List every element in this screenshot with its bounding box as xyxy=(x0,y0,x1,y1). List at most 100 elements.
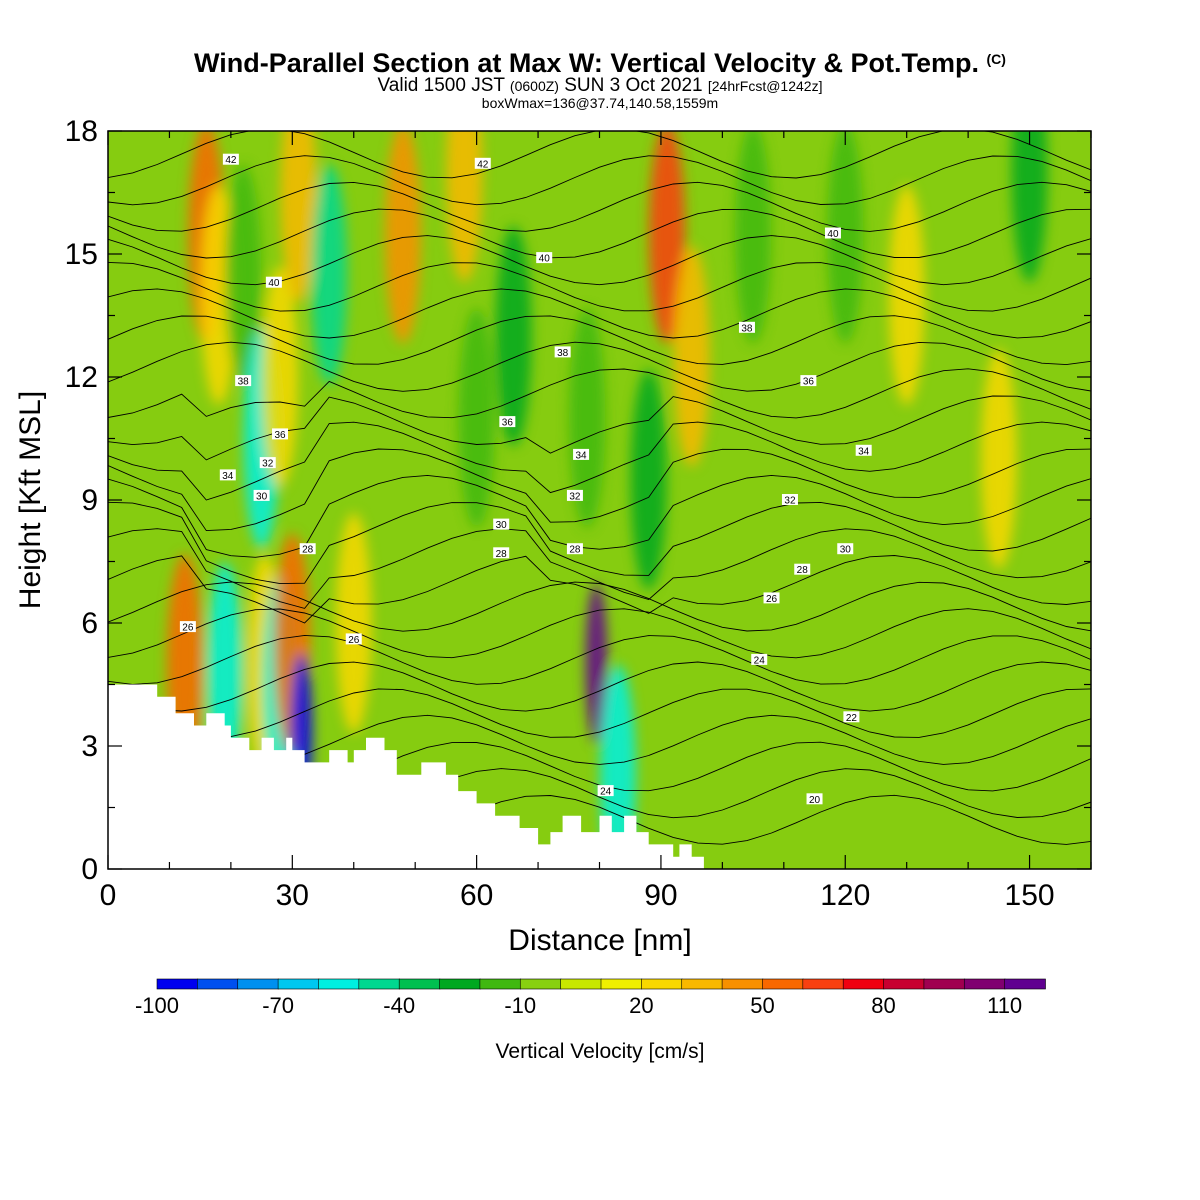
theta-contour xyxy=(108,208,1091,259)
theta-contour xyxy=(108,395,1091,461)
velocity-cell xyxy=(225,164,262,385)
velocity-cell xyxy=(980,349,1017,569)
colorbar-label: Vertical Velocity [cm/s] xyxy=(496,1040,705,1063)
colorbar-swatch xyxy=(600,978,643,990)
velocity-cell xyxy=(630,369,667,590)
velocity-cell xyxy=(458,308,495,528)
svg-text:28: 28 xyxy=(797,565,809,576)
colorbar-swatch xyxy=(479,978,522,990)
theta-label: 36 xyxy=(800,375,817,388)
velocity-cell xyxy=(280,131,317,303)
colorbar-tick-label: 110 xyxy=(987,993,1022,1018)
velocity-cell xyxy=(888,185,925,405)
theta-contour xyxy=(108,181,1091,232)
valid-time-utc: (0600Z) xyxy=(509,78,559,94)
theta-contour xyxy=(108,448,1091,532)
theta-label: 26 xyxy=(179,621,196,634)
y-tick-label: 0 xyxy=(81,853,98,886)
colorbar-swatch xyxy=(358,978,400,990)
theta-label: 34 xyxy=(573,448,590,461)
title-block: Wind-Parallel Section at Max W: Vertical… xyxy=(0,44,1200,110)
colorbar-tick-label: -100 xyxy=(135,993,179,1018)
colorbar-swatch xyxy=(197,978,239,990)
theta-label: 32 xyxy=(259,457,276,470)
svg-text:20: 20 xyxy=(809,795,821,806)
velocity-cell xyxy=(262,267,299,487)
theta-contour xyxy=(108,501,1091,585)
colorbar-swatch xyxy=(519,978,562,990)
theta-label: 38 xyxy=(738,321,755,334)
theta-label: 28 xyxy=(299,543,316,556)
colorbar-swatch xyxy=(156,978,199,990)
colorbar-swatch xyxy=(641,978,683,990)
copyright-mark: (C) xyxy=(986,51,1006,67)
theta-contour xyxy=(108,528,1091,609)
svg-text:24: 24 xyxy=(754,655,766,666)
theta-label: 38 xyxy=(235,375,252,388)
velocity-cell xyxy=(1011,131,1048,282)
colorbar-swatch xyxy=(277,978,320,990)
svg-text:28: 28 xyxy=(569,545,581,556)
colorbar-swatch xyxy=(883,978,925,990)
colorbar-swatch xyxy=(842,978,885,990)
svg-text:32: 32 xyxy=(569,491,581,502)
svg-text:32: 32 xyxy=(784,496,796,507)
theta-label: 42 xyxy=(222,153,239,166)
velocity-cell xyxy=(735,131,772,344)
theta-label: 38 xyxy=(554,346,571,359)
theta-label: 36 xyxy=(272,428,289,441)
y-tick-label: 15 xyxy=(65,238,98,271)
svg-text:22: 22 xyxy=(846,713,858,724)
theta-contour xyxy=(108,261,1091,312)
theta-contour xyxy=(108,634,1091,685)
y-tick-label: 18 xyxy=(65,115,98,148)
x-tick-label: 90 xyxy=(644,879,677,912)
theta-contour xyxy=(108,474,1091,558)
chart-title-text: Wind-Parallel Section at Max W: Vertical… xyxy=(194,48,979,78)
theta-label: 28 xyxy=(566,543,583,556)
theta-label: 26 xyxy=(345,633,362,646)
colorbar xyxy=(156,978,1046,990)
theta-label: 24 xyxy=(751,653,768,666)
colorbar-swatch xyxy=(762,978,804,990)
velocity-field: 42 42 40 40 40 38 38 38 36 36 36 34 34 34 32 32 32 30 30 30… xyxy=(108,131,1091,869)
velocity-cell xyxy=(673,246,710,467)
x-tick-label: 150 xyxy=(1005,879,1055,912)
svg-text:34: 34 xyxy=(858,446,870,457)
velocity-cell xyxy=(569,308,606,528)
theta-label: 28 xyxy=(493,547,510,560)
y-tick-label: 12 xyxy=(65,361,98,394)
velocity-cell xyxy=(384,131,421,344)
valid-date: SUN 3 Oct 2021 xyxy=(564,75,703,96)
theta-label: 30 xyxy=(837,543,854,556)
colorbar-swatch xyxy=(721,978,764,990)
velocity-cell xyxy=(495,226,532,446)
box-info: boxWmax=136@37.74,140.58,1559m xyxy=(481,95,719,111)
theta-label: 34 xyxy=(219,469,236,482)
theta-label: 34 xyxy=(855,444,872,457)
svg-text:28: 28 xyxy=(496,549,508,560)
x-tick-label: 30 xyxy=(276,879,309,912)
chart-subtitle: Valid 1500 JST (0600Z) SUN 3 Oct 2021 [2… xyxy=(0,76,1200,96)
colorbar-tick-label: -10 xyxy=(504,993,536,1018)
theta-label: 30 xyxy=(253,489,270,502)
colorbar-tick-label: -70 xyxy=(262,993,294,1018)
svg-text:42: 42 xyxy=(477,159,489,170)
colorbar-swatch xyxy=(923,978,966,990)
theta-label: 32 xyxy=(566,489,583,502)
theta-label: 40 xyxy=(265,276,282,289)
theta-contour xyxy=(108,341,1091,392)
svg-text:38: 38 xyxy=(557,348,569,359)
svg-text:30: 30 xyxy=(496,520,508,531)
theta-label: 26 xyxy=(763,592,780,605)
svg-text:38: 38 xyxy=(238,377,250,388)
svg-text:40: 40 xyxy=(539,254,551,265)
y-axis-label: Height [Kft MSL] xyxy=(14,391,47,609)
svg-text:40: 40 xyxy=(268,278,280,289)
svg-text:38: 38 xyxy=(741,323,753,334)
colorbar-tick-label: -40 xyxy=(383,993,415,1018)
colorbar-swatch xyxy=(398,978,441,990)
theta-contour xyxy=(108,421,1091,501)
colorbar-swatch xyxy=(1004,978,1046,990)
theta-contour xyxy=(108,581,1091,632)
